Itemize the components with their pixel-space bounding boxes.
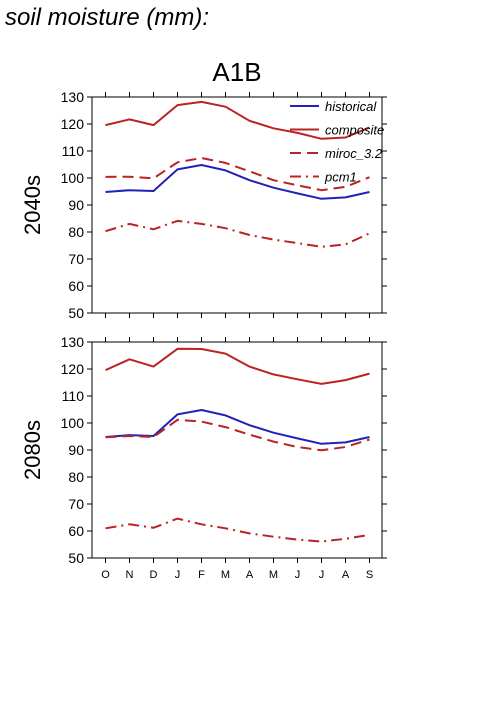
y-tick-label: 50: [68, 550, 84, 566]
y-tick-label: 60: [68, 523, 84, 539]
y-tick-label: 110: [62, 143, 85, 159]
series-line-miroc-3-2: [105, 157, 370, 192]
series-line-composite: [105, 347, 370, 385]
series-line-pcm1: [105, 219, 370, 248]
x-tick-label: D: [150, 569, 158, 581]
y-tick-label: 130: [61, 89, 85, 105]
y-tick-label: 90: [68, 197, 84, 213]
y-tick-label: 120: [61, 116, 85, 132]
series-line-historical: [105, 164, 370, 200]
series-line-historical: [105, 409, 370, 445]
x-tick-label: J: [295, 569, 301, 581]
series-line-pcm1: [105, 517, 370, 543]
legend-label: historical: [325, 99, 377, 114]
x-tick-label: M: [221, 569, 230, 581]
y-tick-label: 100: [61, 170, 85, 186]
x-tick-label: A: [246, 569, 254, 581]
x-tick-label: J: [319, 569, 325, 581]
y-axis-label: 2040s: [20, 175, 45, 235]
legend-label: composite: [325, 123, 384, 138]
y-axis-label: 2080s: [20, 420, 45, 480]
y-tick-label: 90: [68, 442, 84, 458]
y-tick-label: 130: [61, 334, 85, 350]
chart-panel-2: 50 60 70 80 90 100 110 120 130 O N D J F M A M J J A S 2080s: [20, 334, 387, 581]
y-tick-label: 50: [68, 305, 84, 321]
x-tick-label: S: [366, 569, 373, 581]
y-tick-label: 60: [68, 278, 84, 294]
legend-label: miroc_3.2: [325, 146, 383, 161]
x-tick-label: A: [342, 569, 350, 581]
y-tick-label: 70: [68, 251, 84, 267]
x-tick-label: J: [175, 569, 181, 581]
y-tick-label: 120: [61, 361, 85, 377]
x-tick-label: O: [101, 569, 110, 581]
y-tick-label: 110: [62, 388, 85, 404]
y-tick-label: 80: [68, 224, 84, 240]
x-tick-label: M: [269, 569, 278, 581]
y-tick-label: 100: [61, 415, 85, 431]
x-tick-label: N: [126, 569, 134, 581]
x-tick-label: F: [198, 569, 205, 581]
y-tick-label: 80: [68, 469, 84, 485]
y-tick-label: 70: [68, 496, 84, 512]
legend-label: pcm1: [324, 170, 357, 185]
chart-title: A1B: [212, 57, 261, 87]
chart-panel-1: 50 60 70 80 90 100 110 120 130 2040s A1B historical…: [20, 57, 387, 321]
series-line-composite: [105, 100, 370, 140]
page-title: soil moisture (mm):: [5, 4, 210, 31]
series-line-miroc-3-2: [105, 418, 370, 452]
